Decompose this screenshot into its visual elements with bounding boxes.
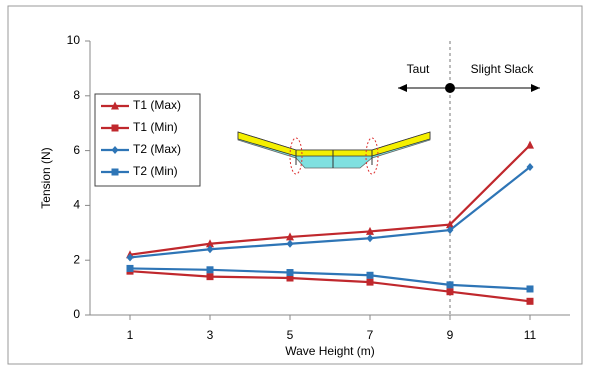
marker	[446, 281, 454, 289]
marker	[206, 239, 214, 248]
arrow-head	[531, 84, 540, 92]
marker	[111, 101, 119, 110]
marker	[366, 234, 374, 243]
marker	[286, 239, 294, 248]
legend-label: T2 (Max)	[133, 142, 181, 156]
marker	[446, 220, 454, 229]
marker	[126, 253, 134, 262]
series-line	[129, 166, 531, 259]
marker	[526, 297, 534, 305]
x-tick-label: 7	[367, 328, 374, 342]
marker	[206, 266, 214, 274]
marker	[526, 140, 534, 149]
marker	[111, 146, 119, 154]
series-line	[129, 270, 531, 303]
marker	[126, 264, 134, 272]
marker	[526, 285, 534, 293]
marker	[111, 124, 119, 132]
x-tick-label: 9	[447, 328, 454, 342]
chart-frame	[7, 5, 583, 365]
y-axis-title: Tension (N)	[39, 147, 53, 208]
y-tick-label: 0	[73, 307, 80, 321]
series-line	[129, 267, 531, 291]
marker	[366, 278, 374, 286]
annotation: Taut	[407, 62, 430, 76]
marker	[526, 163, 534, 172]
y-tick-label: 8	[73, 88, 80, 102]
x-tick-label: 11	[524, 328, 537, 342]
legend-label: T2 (Min)	[133, 164, 178, 178]
legend-label: T1 (Min)	[133, 120, 178, 134]
marker	[206, 273, 214, 281]
marker	[111, 168, 119, 176]
x-tick-label: 5	[287, 328, 294, 342]
marker	[286, 269, 294, 277]
inset-diagram	[237, 131, 431, 175]
y-tick-label: 2	[73, 252, 80, 266]
x-tick-label: 1	[127, 328, 134, 342]
marker	[286, 274, 294, 282]
y-tick-label: 10	[67, 33, 81, 47]
marker	[206, 245, 214, 254]
x-axis-title: Wave Height (m)	[285, 344, 375, 358]
marker	[446, 226, 454, 235]
marker	[446, 288, 454, 296]
series-line	[129, 144, 531, 256]
x-tick-label: 3	[207, 328, 214, 342]
marker	[366, 226, 374, 235]
annotation: Slight Slack	[471, 62, 535, 76]
arrow-head	[398, 84, 407, 92]
y-tick-label: 4	[73, 198, 80, 212]
marker	[286, 232, 294, 241]
marker	[366, 271, 374, 279]
pivot-dot	[445, 83, 455, 93]
y-tick-label: 6	[73, 143, 80, 157]
legend-label: T1 (Max)	[133, 98, 181, 112]
